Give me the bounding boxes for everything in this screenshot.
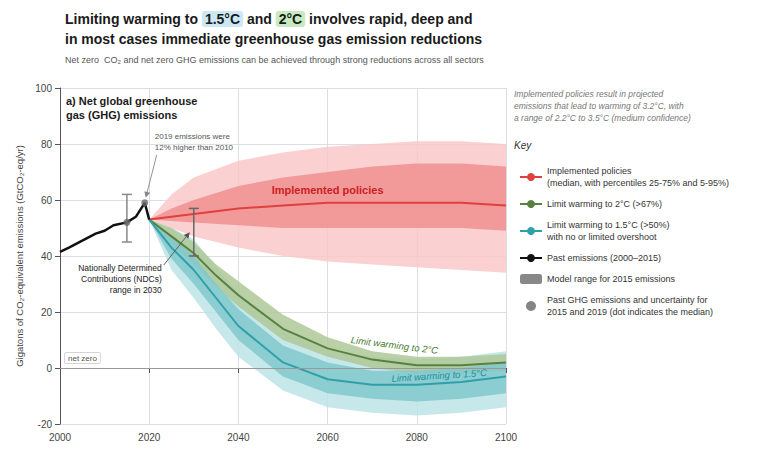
svg-text:in most cases immediate greenh: in most cases immediate greenhouse gas e… [65,31,482,47]
svg-text:a range of 2.2°C to 3.5°C (med: a range of 2.2°C to 3.5°C (medium confid… [514,113,691,123]
svg-text:range in 2030: range in 2030 [110,285,162,295]
svg-text:Implemented policies: Implemented policies [547,166,632,176]
svg-text:Limit warming to 1.5°C (>50%): Limit warming to 1.5°C (>50%) [547,220,669,230]
svg-text:2019 emissions were: 2019 emissions were [155,132,231,141]
svg-text:0: 0 [46,363,52,374]
svg-text:2060: 2060 [316,432,339,443]
svg-text:Contributions (NDCs): Contributions (NDCs) [81,274,162,284]
svg-text:Limiting warming to: Limiting warming to [65,11,202,27]
svg-text:-20: -20 [38,419,53,430]
svg-text:net zero: net zero [68,354,97,363]
svg-text:and: and [243,11,276,27]
svg-text:40: 40 [41,251,53,262]
svg-text:1.5°C: 1.5°C [205,11,240,27]
svg-text:2015 and 2019 (dot indicates t: 2015 and 2019 (dot indicates the median) [547,307,713,317]
svg-text:(median, with percentiles 25-7: (median, with percentiles 25-75% and 5-9… [547,178,729,188]
svg-text:60: 60 [41,195,53,206]
svg-text:Implemented policies: Implemented policies [272,184,384,196]
svg-text:100: 100 [35,83,52,94]
svg-text:2100: 2100 [495,432,518,443]
svg-text:emissions that lead to warming: emissions that lead to warming of 3.2°C,… [514,101,684,111]
svg-text:Net zero CO₂ and net zero GHG: Net zero CO₂ and net zero GHG emissions … [65,55,484,65]
svg-text:Past GHG emissions and uncerta: Past GHG emissions and uncertainty for [547,295,708,305]
svg-text:2°C: 2°C [279,11,303,27]
svg-text:2040: 2040 [227,432,250,443]
svg-text:2080: 2080 [406,432,429,443]
svg-text:Past emissions (2000–2015): Past emissions (2000–2015) [547,253,661,263]
svg-text:20: 20 [41,307,53,318]
svg-text:Limit warming to 2°C: Limit warming to 2°C [350,334,438,356]
svg-text:Gigatons of CO₂-equivalent emi: Gigatons of CO₂-equivalent emissions (Gt… [14,145,25,367]
svg-text:80: 80 [41,139,53,150]
svg-text:with no or limited overshoot: with no or limited overshoot [546,232,657,242]
svg-text:Limit warming to 1.5°C: Limit warming to 1.5°C [391,367,487,384]
svg-text:Key: Key [514,140,532,151]
svg-text:Limit warming to 2°C (>67%): Limit warming to 2°C (>67%) [547,199,662,209]
svg-text:12% higher than 2010: 12% higher than 2010 [155,143,234,152]
svg-text:Nationally Determined: Nationally Determined [78,263,162,273]
svg-text:2000: 2000 [49,432,72,443]
svg-text:a) Net global greenhouse: a) Net global greenhouse [66,95,197,107]
svg-text:Implemented policies result in: Implemented policies result in projected [514,89,664,99]
svg-text:gas (GHG) emissions: gas (GHG) emissions [66,109,177,121]
svg-text:2020: 2020 [138,432,161,443]
svg-text:involves rapid, deep and: involves rapid, deep and [305,11,472,27]
svg-text:Model range for 2015 emissions: Model range for 2015 emissions [547,274,676,284]
